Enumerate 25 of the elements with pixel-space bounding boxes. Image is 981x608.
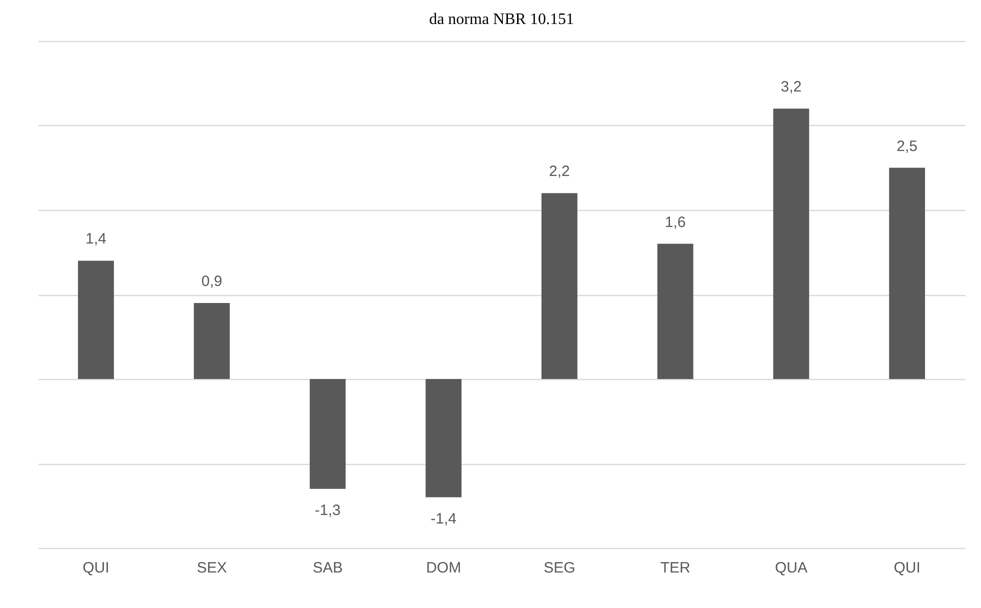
bar [310,379,346,489]
x-tick-label: SEG [544,560,576,576]
data-label: 2,5 [896,138,918,155]
bar [773,108,810,379]
x-tick-label: QUI [894,560,920,576]
bar [541,193,578,379]
data-label: -1,3 [314,502,341,519]
x-tick-label: DOM [426,560,462,576]
bar [194,302,230,379]
chart-title: da norma NBR 10.151 [429,11,574,28]
x-tick-label: SEX [196,560,227,576]
bar [889,168,926,379]
data-label: 1,6 [664,214,686,231]
data-label: 2,2 [549,163,570,180]
x-tick-label: SAB [312,560,343,576]
data-label: 3,2 [780,78,802,96]
x-tick-label: QUA [774,560,808,576]
x-tick-label: QUI [82,560,110,576]
data-label: 1,4 [86,230,106,248]
bar [426,379,462,498]
bar [657,244,694,379]
x-tick-label: TER [660,560,690,576]
bar [78,260,114,379]
data-label: -1,4 [430,510,456,528]
data-label: 0,9 [201,272,222,290]
